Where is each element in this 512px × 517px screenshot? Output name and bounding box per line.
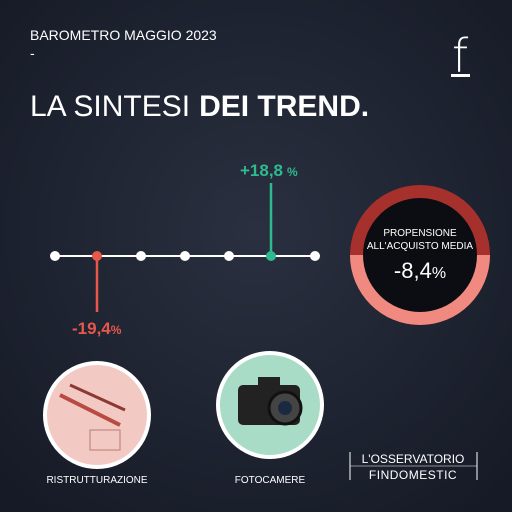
up-unit: %: [287, 165, 298, 179]
brand: L'OSSERVATORIO FINDOMESTIC: [349, 452, 478, 482]
camera-top: [258, 377, 280, 387]
dot: [224, 251, 234, 261]
summary-line2: ALL'ACQUISTO MEDIA: [367, 241, 474, 252]
header-title: BAROMETRO MAGGIO 2023: [30, 27, 217, 43]
pen: [69, 383, 126, 412]
headline-bold: DEI TREND.: [199, 90, 369, 123]
sketch: [89, 429, 121, 451]
brand-line2: FINDOMESTIC: [369, 468, 457, 482]
ring-inner: [363, 198, 477, 312]
up-value: +18,8%: [240, 161, 298, 180]
photo-camera: [216, 351, 324, 459]
dot: [180, 251, 190, 261]
headline-light: LA SINTESI: [30, 90, 190, 123]
item-label: RISTRUTTURAZIONE: [46, 475, 147, 486]
summary-unit: %: [432, 265, 446, 282]
dot: [92, 251, 102, 261]
down-value: -19,4%: [72, 319, 122, 338]
logo: f: [452, 29, 469, 83]
header-dash: -: [30, 45, 35, 61]
lens-glass: [278, 401, 292, 415]
dot: [136, 251, 146, 261]
pen: [59, 393, 121, 427]
dot: [266, 251, 276, 261]
down-unit: %: [111, 323, 122, 337]
headline: LA SINTESI DEI TREND.: [30, 90, 369, 123]
summary-number: -8,4: [394, 258, 432, 283]
brand-line1: L'OSSERVATORIO: [362, 452, 465, 466]
logo-underline: [451, 74, 470, 77]
timeline: [50, 183, 320, 312]
summary-value: -8,4%: [394, 258, 446, 283]
down-number: -19,4: [72, 319, 111, 338]
dot: [310, 251, 320, 261]
dot: [50, 251, 60, 261]
summary-line1: PROPENSIONE: [383, 228, 457, 239]
item-label: FOTOCAMERE: [235, 475, 306, 486]
up-number: +18,8: [240, 161, 283, 180]
photo-renovation: [43, 361, 151, 469]
summary-ring: PROPENSIONE ALL'ACQUISTO MEDIA -8,4%: [350, 185, 490, 325]
